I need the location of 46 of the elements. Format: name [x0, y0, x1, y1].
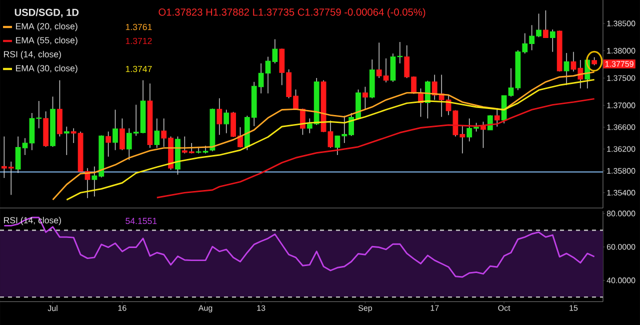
- annotation: 54.1551: [126, 218, 157, 224]
- x-tick-label: 17: [430, 305, 439, 311]
- candlestick: [112, 109, 118, 150]
- candlestick: [120, 118, 125, 150]
- annotation: 1.3761: [126, 24, 152, 30]
- y-tick-label: 1.35400: [607, 190, 636, 196]
- legend-label: EMA (55, close): [16, 36, 78, 46]
- y-tick-label: 40.0000: [606, 278, 636, 284]
- y-tick-label: 60.0000: [606, 244, 636, 250]
- annotation: RSI (14, close): [4, 50, 61, 60]
- y-tick-label: 1.35800: [607, 168, 636, 174]
- candlestick: [64, 126, 70, 156]
- legend-label: EMA (30, close): [16, 64, 78, 74]
- candlestick: [154, 118, 160, 148]
- candlestick: [564, 52, 570, 86]
- candlestick: [487, 114, 493, 130]
- y-tick-label: 1.37500: [607, 75, 636, 81]
- text: 1.37759: [605, 61, 634, 67]
- candlestick: [328, 120, 334, 148]
- candlestick: [272, 38, 278, 64]
- y-tick-label: 1.37000: [607, 102, 636, 108]
- candlestick: [543, 10, 548, 38]
- x-tick-label: Oct: [498, 305, 510, 311]
- x-tick-label: Sep: [358, 305, 372, 312]
- candlestick: [216, 98, 222, 136]
- candlestick: [362, 86, 368, 110]
- candlestick: [494, 108, 500, 128]
- y-tick-label: 1.36200: [607, 146, 636, 152]
- line-series: [156, 98, 596, 198]
- y-tick-label: 1.38000: [607, 48, 636, 54]
- x-tick-label: Aug: [198, 305, 212, 312]
- legend-label: EMA (20, close): [16, 22, 78, 32]
- annotation: 1.3712: [126, 38, 152, 44]
- annotation: 1.3747: [126, 66, 152, 72]
- x-tick-label: 13: [257, 305, 266, 311]
- y-tick-label: 80.0000: [606, 210, 636, 216]
- annotation: O1.37823 H1.37882 L1.37735 C1.37759 -0.00064 (-0.05%): [158, 8, 426, 18]
- candlestick: [550, 29, 556, 52]
- x-tick-label: Jul: [48, 305, 58, 312]
- text: USD/SGD, 1D: [14, 8, 79, 18]
- candlestick: [106, 131, 112, 158]
- y-tick-label: 1.38500: [607, 20, 636, 26]
- x-tick-label: 15: [570, 305, 578, 311]
- y-tick-label: 1.36600: [607, 124, 636, 130]
- candlestick: [224, 109, 230, 134]
- x-tick-label: 16: [118, 305, 126, 311]
